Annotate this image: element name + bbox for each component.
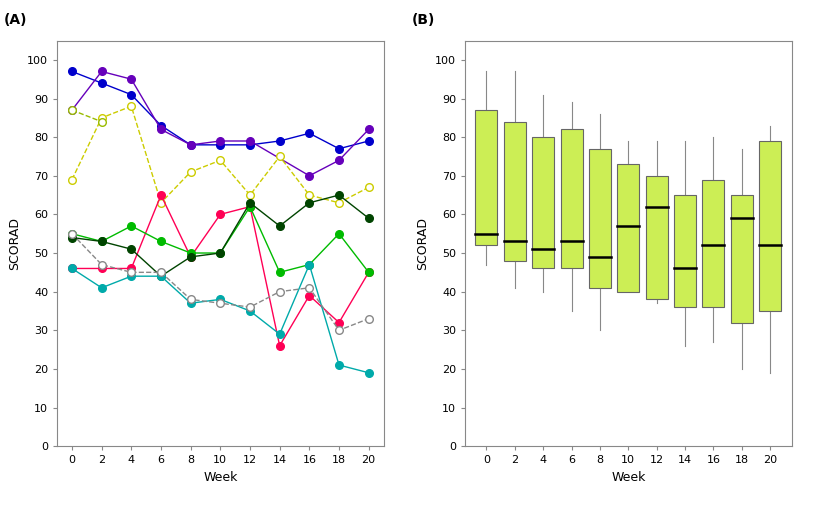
Bar <box>476 110 498 245</box>
Y-axis label: SCORAD: SCORAD <box>416 217 429 270</box>
Bar <box>759 141 781 311</box>
Bar <box>532 137 554 269</box>
Bar <box>561 129 583 269</box>
Y-axis label: SCORAD: SCORAD <box>8 217 21 270</box>
Text: (A): (A) <box>4 13 28 27</box>
Bar <box>674 195 696 307</box>
Text: (B): (B) <box>412 13 436 27</box>
Bar <box>645 176 667 299</box>
Bar <box>503 122 526 261</box>
X-axis label: Week: Week <box>203 470 237 484</box>
Bar <box>703 179 725 307</box>
X-axis label: Week: Week <box>611 470 645 484</box>
Bar <box>731 195 753 322</box>
Bar <box>589 149 611 288</box>
Bar <box>618 164 639 292</box>
